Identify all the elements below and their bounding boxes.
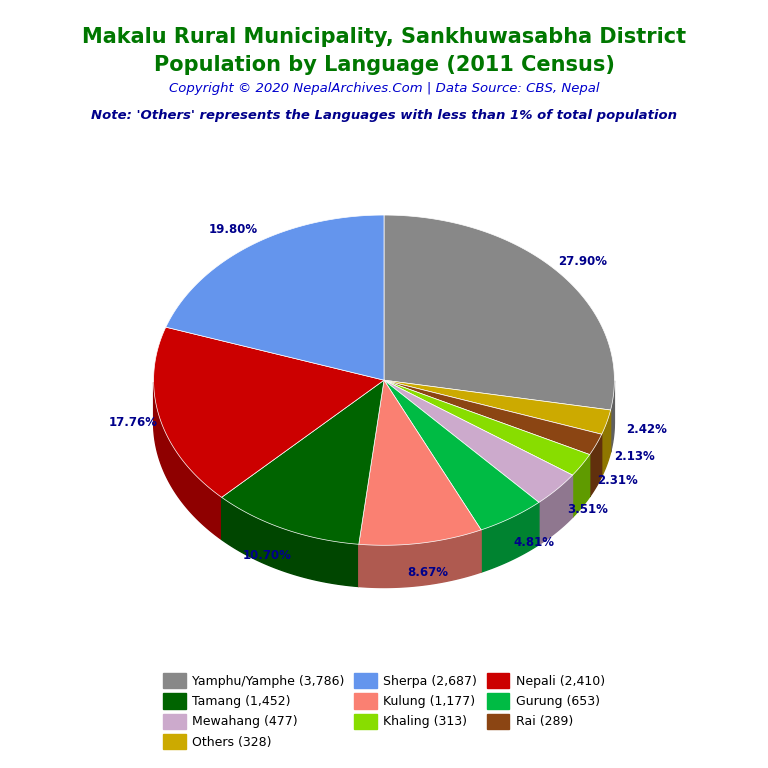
Polygon shape <box>384 380 611 434</box>
Text: Population by Language (2011 Census): Population by Language (2011 Census) <box>154 55 614 75</box>
Polygon shape <box>154 382 222 540</box>
Polygon shape <box>166 215 384 380</box>
Polygon shape <box>222 498 359 587</box>
Text: 4.81%: 4.81% <box>514 536 555 549</box>
Polygon shape <box>384 380 590 475</box>
Polygon shape <box>481 502 539 572</box>
Text: 8.67%: 8.67% <box>408 566 449 579</box>
Polygon shape <box>601 410 611 476</box>
Text: 2.13%: 2.13% <box>614 449 654 462</box>
Polygon shape <box>384 215 614 410</box>
Polygon shape <box>222 380 384 545</box>
Text: 3.51%: 3.51% <box>568 502 608 515</box>
Polygon shape <box>539 475 572 545</box>
Text: 10.70%: 10.70% <box>243 549 291 562</box>
Polygon shape <box>590 434 601 497</box>
Legend: Yamphu/Yamphe (3,786), Tamang (1,452), Mewahang (477), Others (328), Sherpa (2,6: Yamphu/Yamphe (3,786), Tamang (1,452), M… <box>158 668 610 754</box>
Polygon shape <box>572 455 590 518</box>
Polygon shape <box>359 530 481 588</box>
Polygon shape <box>611 381 614 452</box>
Polygon shape <box>359 380 481 545</box>
Text: Copyright © 2020 NepalArchives.Com | Data Source: CBS, Nepal: Copyright © 2020 NepalArchives.Com | Dat… <box>169 82 599 95</box>
Text: 19.80%: 19.80% <box>209 223 258 237</box>
Polygon shape <box>384 380 601 455</box>
Text: 2.31%: 2.31% <box>597 474 637 487</box>
Text: Makalu Rural Municipality, Sankhuwasabha District: Makalu Rural Municipality, Sankhuwasabha… <box>82 27 686 47</box>
Polygon shape <box>384 380 539 530</box>
Text: 17.76%: 17.76% <box>108 416 157 429</box>
Text: Note: 'Others' represents the Languages with less than 1% of total population: Note: 'Others' represents the Languages … <box>91 109 677 122</box>
Text: 27.90%: 27.90% <box>558 255 607 268</box>
Polygon shape <box>384 380 572 502</box>
Polygon shape <box>154 327 384 498</box>
Text: 2.42%: 2.42% <box>627 423 667 436</box>
